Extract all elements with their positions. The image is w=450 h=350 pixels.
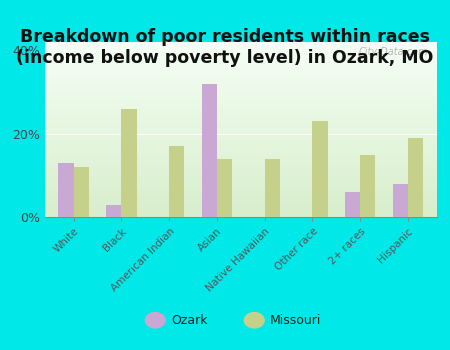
Text: Breakdown of poor residents within races
(income below poverty level) in Ozark, : Breakdown of poor residents within races…: [16, 28, 434, 67]
Text: Missouri: Missouri: [270, 314, 321, 327]
Bar: [345, 192, 360, 217]
Bar: [392, 184, 408, 217]
Bar: [408, 138, 423, 217]
Circle shape: [244, 313, 264, 328]
Bar: [74, 167, 89, 217]
Bar: [169, 146, 184, 217]
Bar: [360, 154, 375, 217]
Circle shape: [145, 313, 165, 328]
Bar: [106, 204, 122, 217]
Bar: [122, 108, 137, 217]
Bar: [202, 84, 217, 217]
Text: Ozark: Ozark: [171, 314, 207, 327]
Bar: [265, 159, 280, 217]
Text: City-Data.com: City-Data.com: [359, 47, 429, 57]
Bar: [217, 159, 232, 217]
Bar: [312, 121, 328, 217]
Bar: [58, 163, 74, 217]
